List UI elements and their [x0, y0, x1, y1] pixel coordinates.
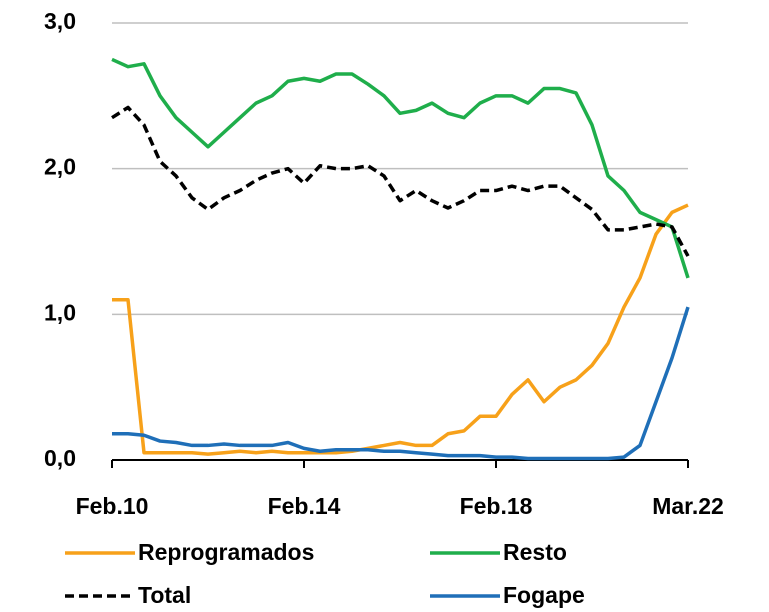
legend-label: Resto — [503, 539, 567, 565]
line-series — [112, 203, 689, 456]
line-series — [112, 306, 690, 461]
y-tick-label: 0,0 — [44, 445, 76, 471]
x-tick-label: Feb.14 — [268, 493, 341, 519]
legend-label: Reprogramados — [138, 539, 314, 565]
x-tick-label: Feb.18 — [460, 493, 533, 519]
y-tick-label: 1,0 — [44, 299, 76, 325]
x-tick-label: Mar.22 — [652, 493, 724, 519]
line-series — [111, 57, 690, 279]
legend-label: Fogape — [503, 582, 585, 608]
line-series — [111, 105, 690, 257]
legend-label: Total — [138, 582, 191, 608]
x-tick-label: Feb.10 — [76, 493, 149, 519]
y-tick-label: 3,0 — [44, 8, 76, 34]
y-tick-label: 2,0 — [44, 154, 76, 180]
